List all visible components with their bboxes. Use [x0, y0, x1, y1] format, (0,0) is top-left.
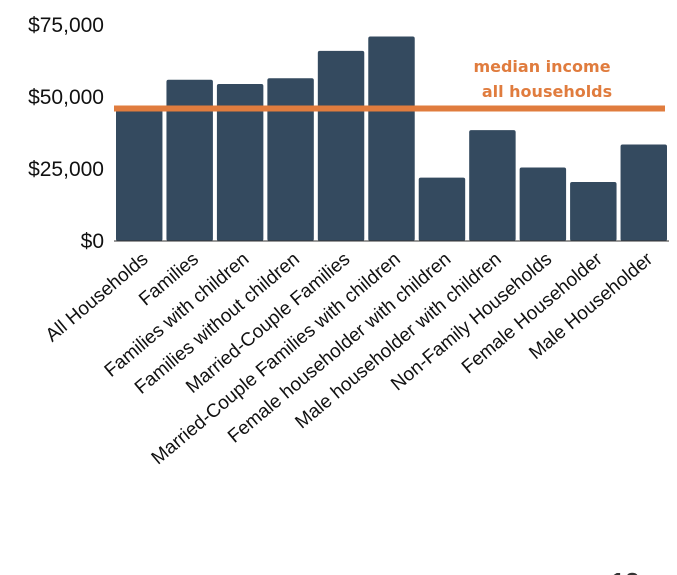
y-tick-label: $0 [81, 230, 104, 253]
bar [519, 167, 567, 241]
category-label: All Households [42, 249, 153, 347]
y-tick-label: $75,000 [28, 14, 104, 37]
y-axis: $0 $25,000 $50,000 $75,000 [28, 14, 104, 253]
bar [368, 36, 415, 241]
bar [317, 50, 365, 241]
bar [570, 181, 617, 241]
bar [418, 177, 466, 241]
page-number: 12 [611, 567, 640, 575]
bar [267, 78, 314, 241]
median-label-line2: all households [482, 82, 612, 101]
y-tick-label: $25,000 [28, 158, 104, 181]
bar [166, 79, 213, 241]
median-label-line1: median income [473, 57, 610, 76]
bar [620, 144, 667, 241]
bar [216, 84, 264, 241]
y-tick-label: $50,000 [28, 86, 104, 109]
bar [469, 130, 516, 241]
median-reference: median income all households [114, 57, 665, 112]
bars [116, 36, 667, 242]
bar [116, 108, 163, 242]
